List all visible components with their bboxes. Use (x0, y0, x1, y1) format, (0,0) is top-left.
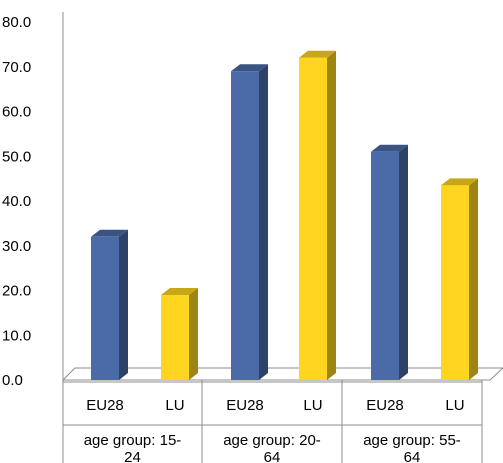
bar-top-face (161, 287, 198, 295)
bars-layer (91, 50, 478, 381)
group-label: age group: 15- (84, 432, 182, 449)
bar-side-face (469, 178, 478, 380)
bar-front-face (299, 57, 327, 381)
bar-eu28-3 (371, 144, 408, 380)
category-label: EU28 (366, 397, 404, 414)
y-tick-label: 40.0 (2, 193, 31, 210)
chart-floor (61, 367, 503, 381)
y-tick-label: 50.0 (2, 148, 31, 165)
bar-top-face (441, 178, 478, 186)
category-label: LU (165, 397, 184, 414)
bar-top-face (91, 229, 128, 237)
y-tick-label: 70.0 (2, 59, 31, 76)
category-label: EU28 (226, 397, 264, 414)
y-tick-label: 0.0 (2, 372, 23, 389)
category-label: LU (303, 397, 322, 414)
bar-top-face (371, 144, 408, 152)
group-label: 64 (404, 449, 421, 463)
bar-side-face (259, 64, 268, 380)
category-label: EU28 (86, 397, 124, 414)
bar-side-face (399, 144, 408, 380)
bar-side-face (189, 287, 198, 380)
y-tick-label: 80.0 (2, 14, 31, 31)
group-label: age group: 20- (223, 432, 321, 449)
y-tick-label: 20.0 (2, 283, 31, 300)
bar-front-face (91, 236, 119, 380)
bar-top-face (231, 64, 268, 72)
group-label: age group: 55- (363, 432, 461, 449)
bar-lu-2 (299, 50, 336, 381)
group-label: 24 (124, 449, 141, 463)
bar-eu28-1 (91, 229, 128, 380)
bar-front-face (231, 71, 259, 380)
bar-top-face (299, 50, 336, 58)
bar-lu-3 (441, 178, 478, 380)
bar-lu-1 (161, 287, 198, 380)
axis-layer (61, 12, 503, 463)
bar-front-face (371, 151, 399, 380)
bar-front-face (161, 294, 189, 380)
y-tick-label: 30.0 (2, 238, 31, 255)
bar-front-face (441, 185, 469, 380)
bar-eu28-2 (231, 64, 268, 380)
bar-side-face (327, 50, 336, 381)
category-label: LU (445, 397, 464, 414)
y-tick-label: 60.0 (2, 104, 31, 121)
bar-side-face (119, 229, 128, 380)
y-tick-label: 10.0 (2, 327, 31, 344)
labels-layer: 0.0 10.0 20.0 30.0 40.0 50.0 60.0 70.0 80.0 EU28 L… (2, 14, 465, 463)
group-label: 64 (264, 449, 281, 463)
